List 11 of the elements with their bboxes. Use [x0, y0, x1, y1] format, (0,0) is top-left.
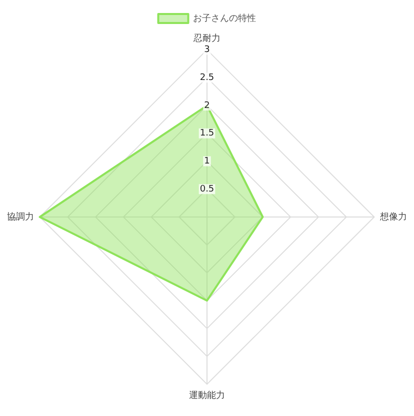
y-tick-label: 3 — [204, 45, 210, 56]
spoke-label: 忍耐力 — [192, 32, 220, 43]
y-tick-label: 1.5 — [200, 128, 214, 139]
spoke-label: 協調力 — [6, 211, 34, 222]
spoke-label: 運動能力 — [189, 390, 225, 400]
y-tick-label: 2 — [204, 100, 210, 111]
y-tick-label: 2.5 — [200, 73, 214, 84]
y-tick-label: 1 — [204, 156, 210, 167]
y-tick-label: 0.5 — [200, 184, 214, 194]
spoke-label: 想像力 — [379, 211, 408, 222]
legend-label: お子さんの特性 — [192, 12, 256, 23]
